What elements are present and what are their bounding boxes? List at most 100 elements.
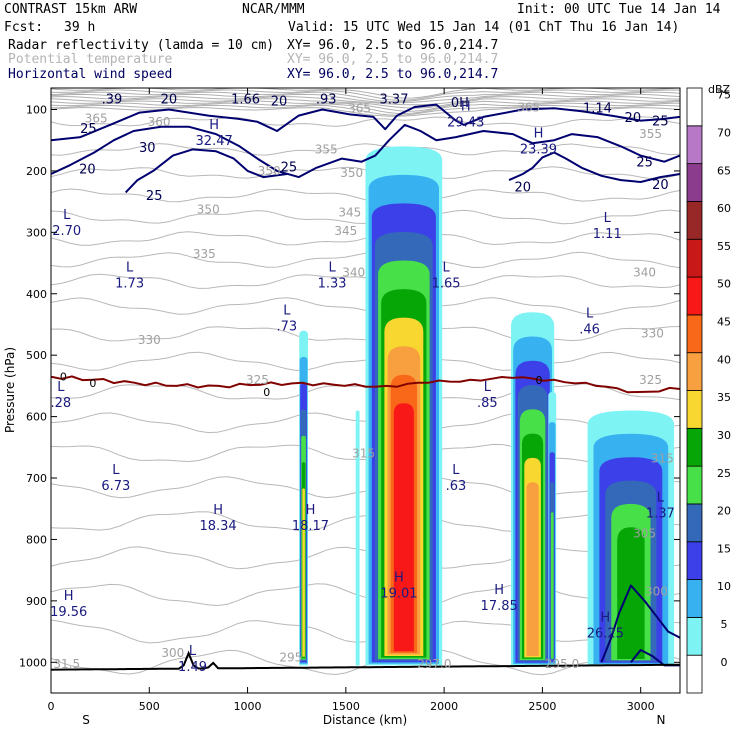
wind-label: 1.14 (583, 102, 612, 117)
theta-upper-line (51, 89, 680, 101)
wind-label: 20 (79, 162, 96, 177)
extremum-high-marker: H (461, 99, 471, 114)
theta-upper-line (51, 104, 680, 116)
colorbar-box (686, 579, 703, 618)
y-tick-label: 200 (26, 165, 47, 178)
wind-contour-line (508, 151, 680, 183)
colorbar-label: 0 (721, 656, 728, 669)
theta-label: 350 (258, 164, 281, 178)
wind-label: 30 (139, 141, 156, 156)
theta-label: 295.0 (545, 657, 579, 671)
model-title: CONTRAST 15km ARW (4, 2, 137, 17)
colorbar-box (686, 314, 703, 354)
extremum-value: 1.49 (178, 660, 207, 675)
theta-label: 315 (651, 451, 674, 465)
wind-label: 20 (161, 92, 178, 107)
x-tick-label: 0 (48, 700, 55, 713)
wind-contour-line (51, 103, 680, 142)
colorbar-label: 5 (721, 618, 728, 631)
colorbar-box (686, 541, 703, 580)
theta-label: 355 (639, 127, 662, 141)
colorbar-label: 15 (717, 542, 731, 555)
wind-label: 25 (146, 189, 163, 204)
theta-label: 325 (639, 373, 662, 387)
theta-label: 315 (352, 446, 375, 460)
x-axis-label: Distance (km) (323, 713, 407, 727)
colorbar-box (686, 276, 703, 316)
theta-label: 300 (645, 585, 668, 599)
isotherm-0c (51, 375, 680, 394)
theta-upper-line (51, 88, 680, 99)
wind-label: 25 (281, 161, 298, 176)
theta-upper-line (51, 100, 680, 112)
field-xy-wind: XY= 96.0, 2.5 to 96.0,214.7 (287, 67, 498, 82)
extremum-low-marker: L (283, 303, 291, 318)
theta-label: 300 (161, 646, 184, 660)
y-tick-label: 900 (26, 595, 47, 608)
colorbar-label: 55 (717, 240, 731, 253)
x-tick-label: 1000 (234, 700, 262, 713)
echo-level-30dbz (617, 527, 645, 659)
colorbar-label: 35 (717, 391, 731, 404)
y-tick-label: 1000 (19, 656, 47, 669)
wind-extrema: H32.47H29.43H23.39L2.70L1.11L1.73L1.33L1… (50, 99, 675, 675)
wind-label: 20 (514, 180, 531, 195)
isotherm-0c-label: 0 (263, 386, 270, 399)
extremum-value: 32.47 (196, 134, 233, 149)
echo-level-40dbz (526, 482, 539, 657)
theta-label: 350 (197, 203, 220, 217)
extremum-value: 19.01 (380, 587, 417, 602)
theta-upper-line (51, 93, 680, 104)
y-tick-label: 600 (26, 411, 47, 424)
theta-label: 330 (138, 333, 161, 347)
x-end-label-south: S (82, 713, 90, 727)
theta-label: 345 (338, 206, 361, 220)
colorbar-box (686, 238, 703, 278)
extremum-value: 18.34 (199, 519, 236, 534)
x-tick-label: 3000 (627, 700, 655, 713)
extremum-value: .46 (579, 322, 600, 337)
plot-frame (50, 87, 681, 694)
echo-level-50dbz (393, 403, 414, 652)
extremum-high-marker: H (213, 503, 223, 518)
extremum-high-marker: H (534, 126, 544, 141)
wind-labels: .39 20 1.66 20 .93 3.37 0H 1.14 20 25 25 30 20 25 25 25… (79, 92, 669, 203)
extremum-value: 1.37 (646, 507, 675, 522)
colorbar-boxes (686, 87, 703, 694)
extremum-value: 29.43 (447, 115, 484, 130)
extremum-value: 2.70 (52, 224, 81, 239)
theta-label: 297.0 (417, 657, 451, 671)
y-tick-label: 800 (26, 533, 47, 546)
theta-label: 350 (340, 166, 363, 180)
theta-labels: 3553503453453403353303253153303403253153… (53, 101, 673, 671)
colorbar-box (686, 503, 703, 543)
wind-label: 25 (80, 122, 97, 137)
colorbar-label: 30 (717, 429, 731, 442)
theta-label: 340 (342, 265, 365, 279)
extremum-low-marker: L (484, 380, 492, 395)
colorbar-label: 70 (717, 126, 731, 139)
extremum-low-marker: L (189, 644, 197, 659)
colorbar-box (686, 125, 703, 165)
colorbar-box (686, 427, 703, 467)
theta-label: 31.5 (53, 657, 80, 671)
wind-contours (51, 103, 680, 667)
colorbar-label: 60 (717, 202, 731, 215)
terrain-line (51, 650, 680, 671)
x-tick-label: 2500 (528, 700, 556, 713)
theta-label: 365 (85, 112, 108, 126)
extremum-high-marker: H (600, 610, 610, 625)
extremum-value: 1.33 (318, 276, 347, 291)
extremum-value: 1.65 (432, 276, 461, 291)
extremum-value: 1.11 (593, 227, 622, 242)
extremum-value: 19.56 (50, 605, 87, 620)
extremum-low-marker: L (657, 491, 665, 506)
colorbar-box (686, 163, 703, 202)
field-xy-theta: XY= 96.0, 2.5 to 96.0,214.7 (287, 52, 498, 67)
colorbar-label: 65 (717, 164, 731, 177)
theta-label: 365 (348, 101, 371, 115)
theta-label: 360 (148, 115, 171, 129)
colorbar-box (686, 390, 703, 429)
isotherm-0c-label: 0 (536, 374, 543, 387)
theta-label: 365 (517, 101, 540, 115)
